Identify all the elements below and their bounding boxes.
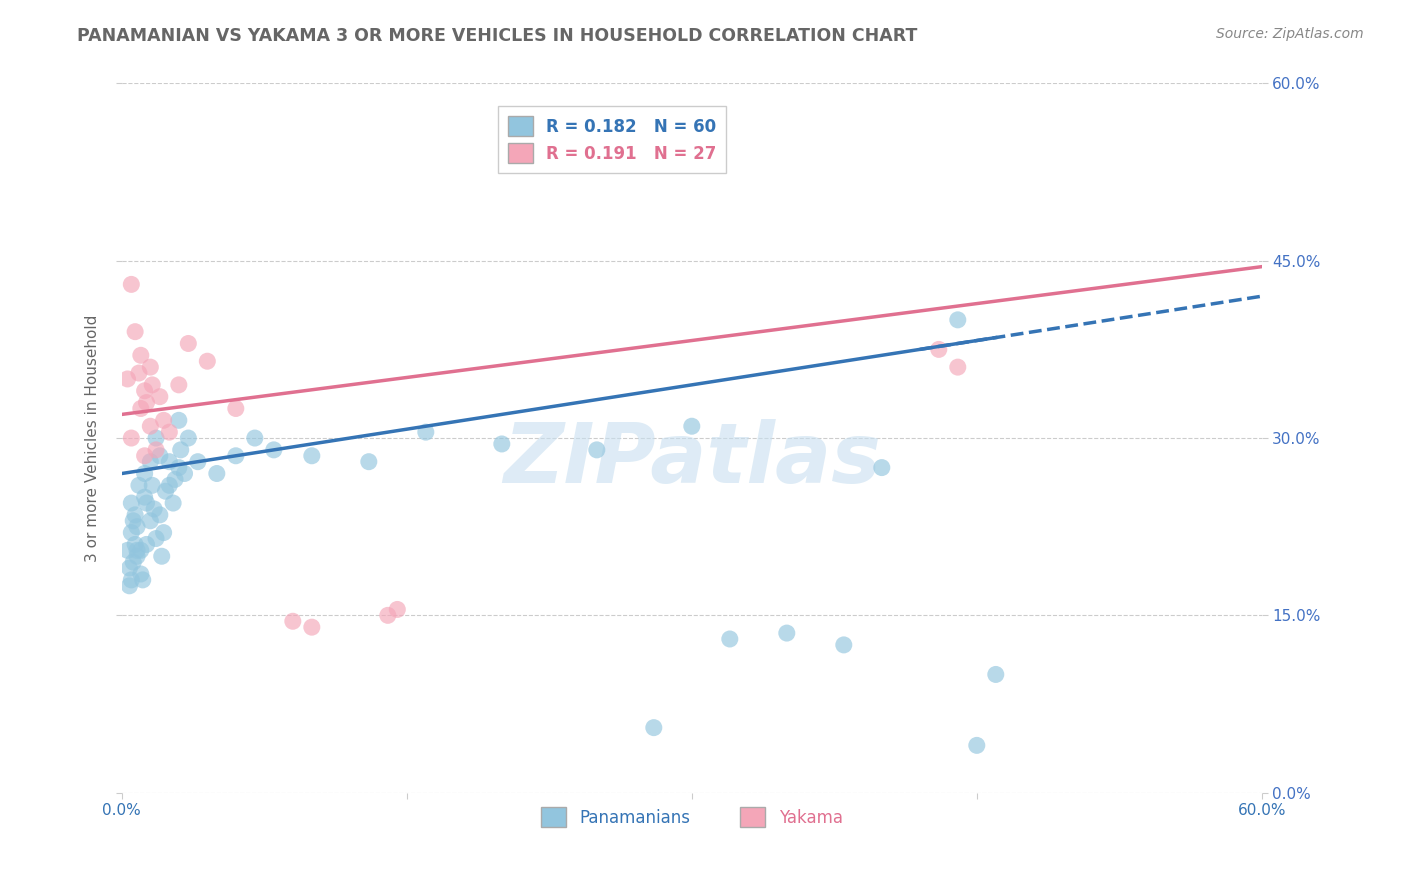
Point: [134, 384, 156, 398]
Point: [139, 360, 162, 375]
Point: [776, 626, 799, 640]
Point: [120, 496, 142, 510]
Point: [170, 442, 193, 457]
Point: [122, 555, 145, 569]
Point: [139, 514, 162, 528]
Point: [187, 455, 209, 469]
Point: [149, 508, 172, 522]
Point: [415, 425, 437, 439]
Point: [225, 401, 247, 416]
Point: [643, 721, 665, 735]
Point: [118, 561, 141, 575]
Point: [132, 573, 155, 587]
Point: [120, 573, 142, 587]
Point: [150, 549, 173, 564]
Point: [585, 442, 607, 457]
Point: [163, 472, 186, 486]
Point: [177, 336, 200, 351]
Point: [145, 442, 167, 457]
Point: [718, 632, 741, 646]
Text: PANAMANIAN VS YAKAMA 3 OR MORE VEHICLES IN HOUSEHOLD CORRELATION CHART: PANAMANIAN VS YAKAMA 3 OR MORE VEHICLES …: [77, 27, 918, 45]
Point: [491, 437, 513, 451]
Point: [129, 348, 152, 362]
Point: [162, 496, 184, 510]
Point: [129, 566, 152, 581]
Point: [120, 431, 142, 445]
Point: [177, 431, 200, 445]
Point: [117, 372, 139, 386]
Point: [134, 467, 156, 481]
Point: [145, 532, 167, 546]
Point: [120, 277, 142, 292]
Point: [225, 449, 247, 463]
Point: [134, 490, 156, 504]
Point: [301, 449, 323, 463]
Point: [205, 467, 228, 481]
Point: [125, 543, 148, 558]
Point: [152, 413, 174, 427]
Point: [152, 525, 174, 540]
Point: [122, 514, 145, 528]
Point: [357, 455, 380, 469]
Point: [984, 667, 1007, 681]
Point: [145, 431, 167, 445]
Point: [139, 455, 162, 469]
Point: [128, 366, 150, 380]
Text: ZIPatlas: ZIPatlas: [503, 419, 880, 500]
Point: [301, 620, 323, 634]
Point: [149, 449, 172, 463]
Point: [149, 390, 172, 404]
Point: [125, 549, 148, 564]
Point: [155, 484, 177, 499]
Point: [946, 360, 969, 375]
Text: Source: ZipAtlas.com: Source: ZipAtlas.com: [1216, 27, 1364, 41]
Point: [195, 354, 218, 368]
Point: [281, 614, 304, 628]
Point: [263, 442, 285, 457]
Point: [124, 508, 146, 522]
Point: [157, 478, 180, 492]
Point: [141, 478, 163, 492]
Point: [143, 502, 166, 516]
Point: [377, 608, 399, 623]
Point: [125, 519, 148, 533]
Point: [946, 313, 969, 327]
Point: [134, 449, 156, 463]
Point: [681, 419, 703, 434]
Point: [118, 579, 141, 593]
Point: [157, 455, 180, 469]
Point: [167, 377, 190, 392]
Point: [167, 413, 190, 427]
Point: [173, 467, 195, 481]
Point: [139, 419, 162, 434]
Point: [966, 739, 988, 753]
Point: [141, 377, 163, 392]
Y-axis label: 3 or more Vehicles in Household: 3 or more Vehicles in Household: [86, 314, 100, 562]
Point: [167, 460, 190, 475]
Point: [928, 343, 950, 357]
Point: [124, 537, 146, 551]
Point: [870, 460, 893, 475]
Point: [129, 401, 152, 416]
Point: [135, 395, 157, 409]
Point: [135, 537, 157, 551]
Legend: Panamanians, Yakama: Panamanians, Yakama: [534, 800, 849, 834]
Point: [157, 425, 180, 439]
Point: [135, 496, 157, 510]
Point: [124, 325, 146, 339]
Point: [117, 543, 139, 558]
Point: [832, 638, 855, 652]
Point: [128, 478, 150, 492]
Point: [129, 543, 152, 558]
Point: [120, 525, 142, 540]
Point: [243, 431, 266, 445]
Point: [387, 602, 409, 616]
